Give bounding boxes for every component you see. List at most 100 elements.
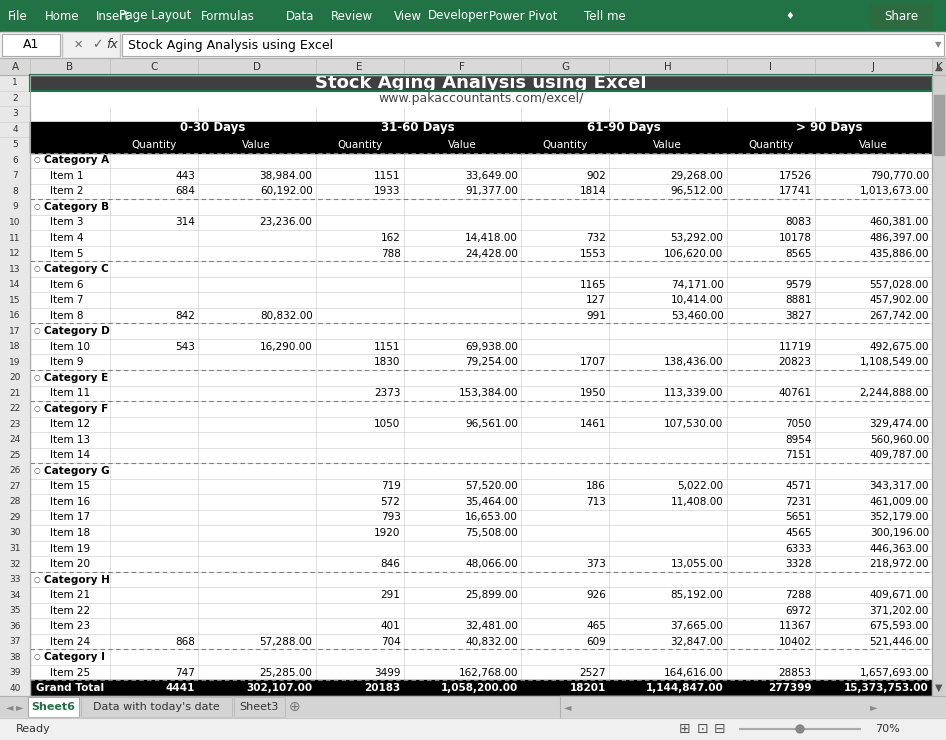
Text: 13: 13	[9, 265, 21, 274]
Text: 486,397.00: 486,397.00	[869, 233, 929, 243]
Bar	[0, 448, 30, 463]
Text: 302,107.00: 302,107.00	[246, 683, 312, 693]
FancyBboxPatch shape	[122, 34, 944, 56]
Text: 38: 38	[9, 653, 21, 662]
Text: Value: Value	[447, 140, 477, 150]
Text: 31-60 Days: 31-60 Days	[381, 121, 455, 134]
Text: 17: 17	[9, 326, 21, 336]
Text: ○: ○	[34, 466, 41, 475]
Text: 1,282,672.00: 1,282,672.00	[851, 264, 929, 274]
Text: 15: 15	[9, 295, 21, 305]
Text: Data with today's date: Data with today's date	[93, 702, 219, 712]
Text: 25,899.00: 25,899.00	[465, 590, 518, 600]
Text: 8954: 8954	[785, 435, 812, 445]
Text: 1461: 1461	[580, 420, 606, 429]
Text: 138,436.00: 138,436.00	[664, 357, 724, 367]
Bar	[30, 75, 932, 90]
Text: 1,144,847.00: 1,144,847.00	[646, 683, 724, 693]
Text: File: File	[9, 10, 27, 22]
Text: 22287: 22287	[775, 264, 812, 274]
Text: 80,832.00: 80,832.00	[260, 311, 312, 320]
Text: 2527: 2527	[577, 652, 606, 662]
Text: 1,977,912.00: 1,977,912.00	[851, 574, 929, 585]
Text: Item 2: Item 2	[50, 186, 83, 196]
Bar	[0, 463, 30, 479]
Text: A: A	[11, 61, 19, 72]
Text: Item 23: Item 23	[50, 621, 90, 631]
Text: K: K	[936, 61, 942, 72]
Text: 5: 5	[12, 141, 18, 149]
Text: 732: 732	[587, 233, 606, 243]
Text: 29: 29	[9, 513, 21, 522]
Text: 1814: 1814	[580, 186, 606, 196]
Text: 1553: 1553	[580, 249, 606, 258]
Text: 2,244,888.00: 2,244,888.00	[851, 373, 929, 383]
Text: 29: 29	[9, 513, 21, 522]
Text: Item 24: Item 24	[50, 636, 90, 647]
Text: 4565: 4565	[785, 528, 812, 538]
Text: 20: 20	[9, 373, 21, 383]
Text: Review: Review	[331, 10, 373, 22]
Text: 8: 8	[12, 187, 18, 196]
Text: 329,474.00: 329,474.00	[869, 420, 929, 429]
Text: 868: 868	[175, 636, 195, 647]
Text: 37: 37	[9, 637, 21, 646]
Text: 53,292.00: 53,292.00	[671, 233, 724, 243]
Text: 48,066.00: 48,066.00	[465, 559, 518, 569]
Text: 23,236.00: 23,236.00	[254, 202, 312, 212]
Bar	[0, 230, 30, 246]
Bar	[0, 261, 30, 277]
Text: Value: Value	[859, 140, 887, 150]
Text: ►: ►	[16, 702, 24, 712]
Text: 7288: 7288	[785, 590, 812, 600]
Text: 1: 1	[12, 78, 18, 87]
Text: 277399: 277399	[768, 683, 812, 693]
Bar	[0, 58, 946, 75]
Bar	[0, 370, 30, 386]
Text: 409,787.00: 409,787.00	[869, 451, 929, 460]
Bar	[0, 619, 30, 634]
Text: View: View	[394, 10, 422, 22]
Text: 9: 9	[12, 203, 18, 212]
Text: 10178: 10178	[779, 233, 812, 243]
Text: 1050: 1050	[375, 420, 400, 429]
Text: Item 9: Item 9	[50, 357, 83, 367]
Text: 39: 39	[9, 668, 21, 677]
Text: 14: 14	[9, 280, 21, 289]
Text: 24,428.00: 24,428.00	[465, 249, 518, 258]
Bar	[0, 75, 30, 696]
Text: 19: 19	[9, 357, 21, 367]
Text: 57,520.00: 57,520.00	[465, 482, 518, 491]
Text: 15: 15	[9, 295, 21, 305]
Text: 85,192.00: 85,192.00	[671, 590, 724, 600]
Text: 747: 747	[175, 667, 195, 678]
Text: Formulas: Formulas	[201, 10, 254, 22]
Text: Item 3: Item 3	[50, 218, 83, 227]
Text: 684: 684	[175, 186, 195, 196]
Text: 33,649.00: 33,649.00	[465, 171, 518, 181]
Text: Category C: Category C	[44, 264, 109, 274]
Text: 39: 39	[9, 668, 21, 677]
Text: 1830: 1830	[374, 357, 400, 367]
Text: 3499: 3499	[372, 652, 400, 662]
Text: 991: 991	[587, 311, 606, 320]
Bar	[30, 90, 932, 106]
Text: 19: 19	[9, 357, 21, 367]
Text: ⊟: ⊟	[714, 722, 726, 736]
Bar	[30, 75, 932, 696]
Text: Category A: Category A	[44, 155, 109, 165]
Text: H: H	[664, 61, 672, 72]
Text: 2527: 2527	[580, 667, 606, 678]
Text: 23: 23	[9, 420, 21, 428]
Bar	[30, 137, 932, 152]
Text: 1,601,224.00: 1,601,224.00	[851, 326, 929, 336]
Bar	[0, 401, 30, 417]
Bar	[0, 588, 30, 603]
Bar	[934, 95, 944, 155]
Text: Item 1: Item 1	[50, 171, 83, 181]
Text: 543: 543	[173, 326, 195, 336]
Text: 11,408.00: 11,408.00	[671, 497, 724, 507]
Text: 521,446.00: 521,446.00	[869, 636, 929, 647]
Text: 1,657,693.00: 1,657,693.00	[851, 652, 929, 662]
Text: ○: ○	[34, 652, 41, 661]
